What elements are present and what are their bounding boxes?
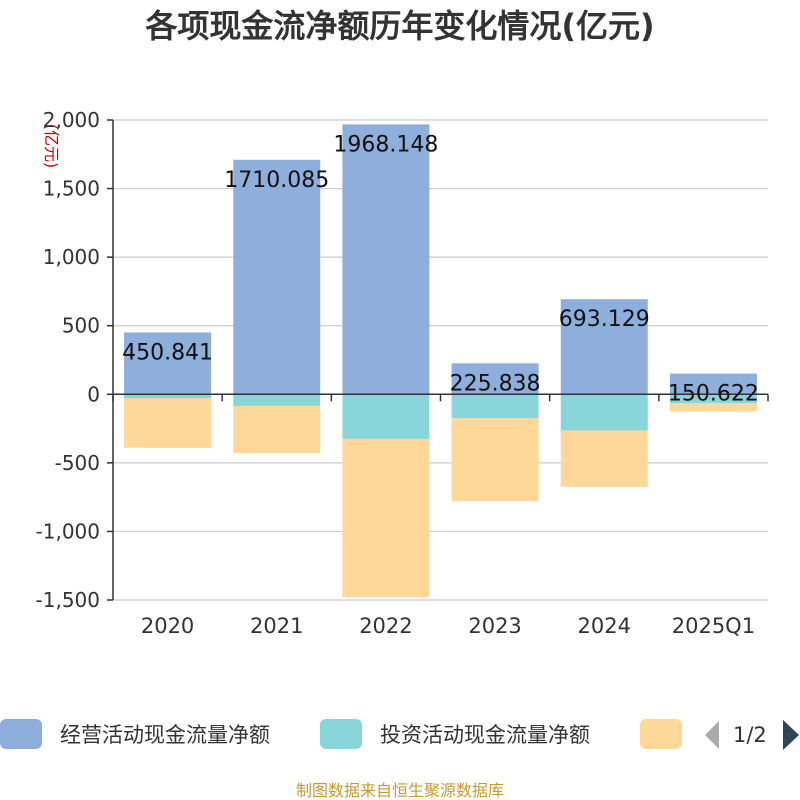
x-tick-label: 2021 [250,614,303,638]
x-tick-label: 2020 [141,614,194,638]
bar-series-2-2021 [233,394,321,406]
bar-value-label: 693.129 [559,307,650,332]
bar-value-label: 225.838 [450,371,541,396]
y-tick-label: -1,500 [36,588,100,612]
bar-series-1-2020 [124,332,212,395]
bar-series-2-2022 [342,394,430,439]
y-tick-label: 500 [62,314,100,338]
x-tick-label: 2024 [578,614,631,638]
bar-series-1-2024 [560,299,648,395]
bar-value-label: 150.622 [668,382,759,407]
bar-value-label: 1710.085 [224,168,329,193]
legend-label: 经营活动现金流量净额 [60,723,270,747]
legend-item-3[interactable] [640,719,682,749]
bar-series-1-2021 [233,159,321,395]
legend-page-indicator: 1/2 [733,723,767,747]
bar-value-label: 450.841 [122,340,213,365]
y-axis-unit: (亿元) [42,124,61,169]
y-tick-label: 2,000 [43,108,100,132]
bar-series-1-2025Q1 [669,373,757,395]
bar-series-3-2021 [233,405,321,454]
bar-series-3-2025Q1 [669,403,757,412]
legend-swatch [320,719,362,749]
axes: 2,000 1,500 1,000 500 0 -500 -1,000 -1,500 2020 2… [36,108,769,638]
bar-series-2-2024 [560,394,648,431]
x-tick-label: 2025Q1 [672,614,755,638]
bar-series-3-2024 [560,430,648,487]
bar-series-2-2020 [124,394,212,399]
bar-series-3-2020 [124,398,212,448]
legend-item-1[interactable]: 经营活动现金流量净额 [0,719,270,749]
x-tick-label: 2023 [468,614,521,638]
bars [124,124,757,598]
triangle-right-icon[interactable] [783,720,799,750]
y-tick-label: 1,500 [43,177,100,201]
bar-series-3-2022 [342,438,430,598]
legend-swatch [0,719,42,749]
legend-item-2[interactable]: 投资活动现金流量净额 [320,719,590,749]
y-tick-label: -500 [55,451,100,475]
y-tick-label: -1,000 [36,519,100,543]
bar-series-2-2023 [451,394,539,419]
legend: 经营活动现金流量净额 投资活动现金流量净额 1/2 [0,719,799,750]
y-tick-label: 1,000 [43,245,100,269]
y-tick-label: 0 [87,382,100,406]
legend-swatch [640,719,682,749]
data-source: 制图数据来自恒生聚源数据库 [296,781,504,800]
bar-series-1-2023 [451,363,539,395]
triangle-left-icon[interactable] [705,721,719,749]
legend-label: 投资活动现金流量净额 [380,723,590,747]
bar-series-3-2023 [451,418,539,502]
bar-series-2-2025Q1 [669,394,757,404]
x-tick-label: 2022 [359,614,412,638]
bar-series-1-2022 [342,124,430,395]
bar-value-label: 1968.148 [333,132,438,157]
chart-title: 各项现金流净额历年变化情况(亿元) [145,7,654,45]
